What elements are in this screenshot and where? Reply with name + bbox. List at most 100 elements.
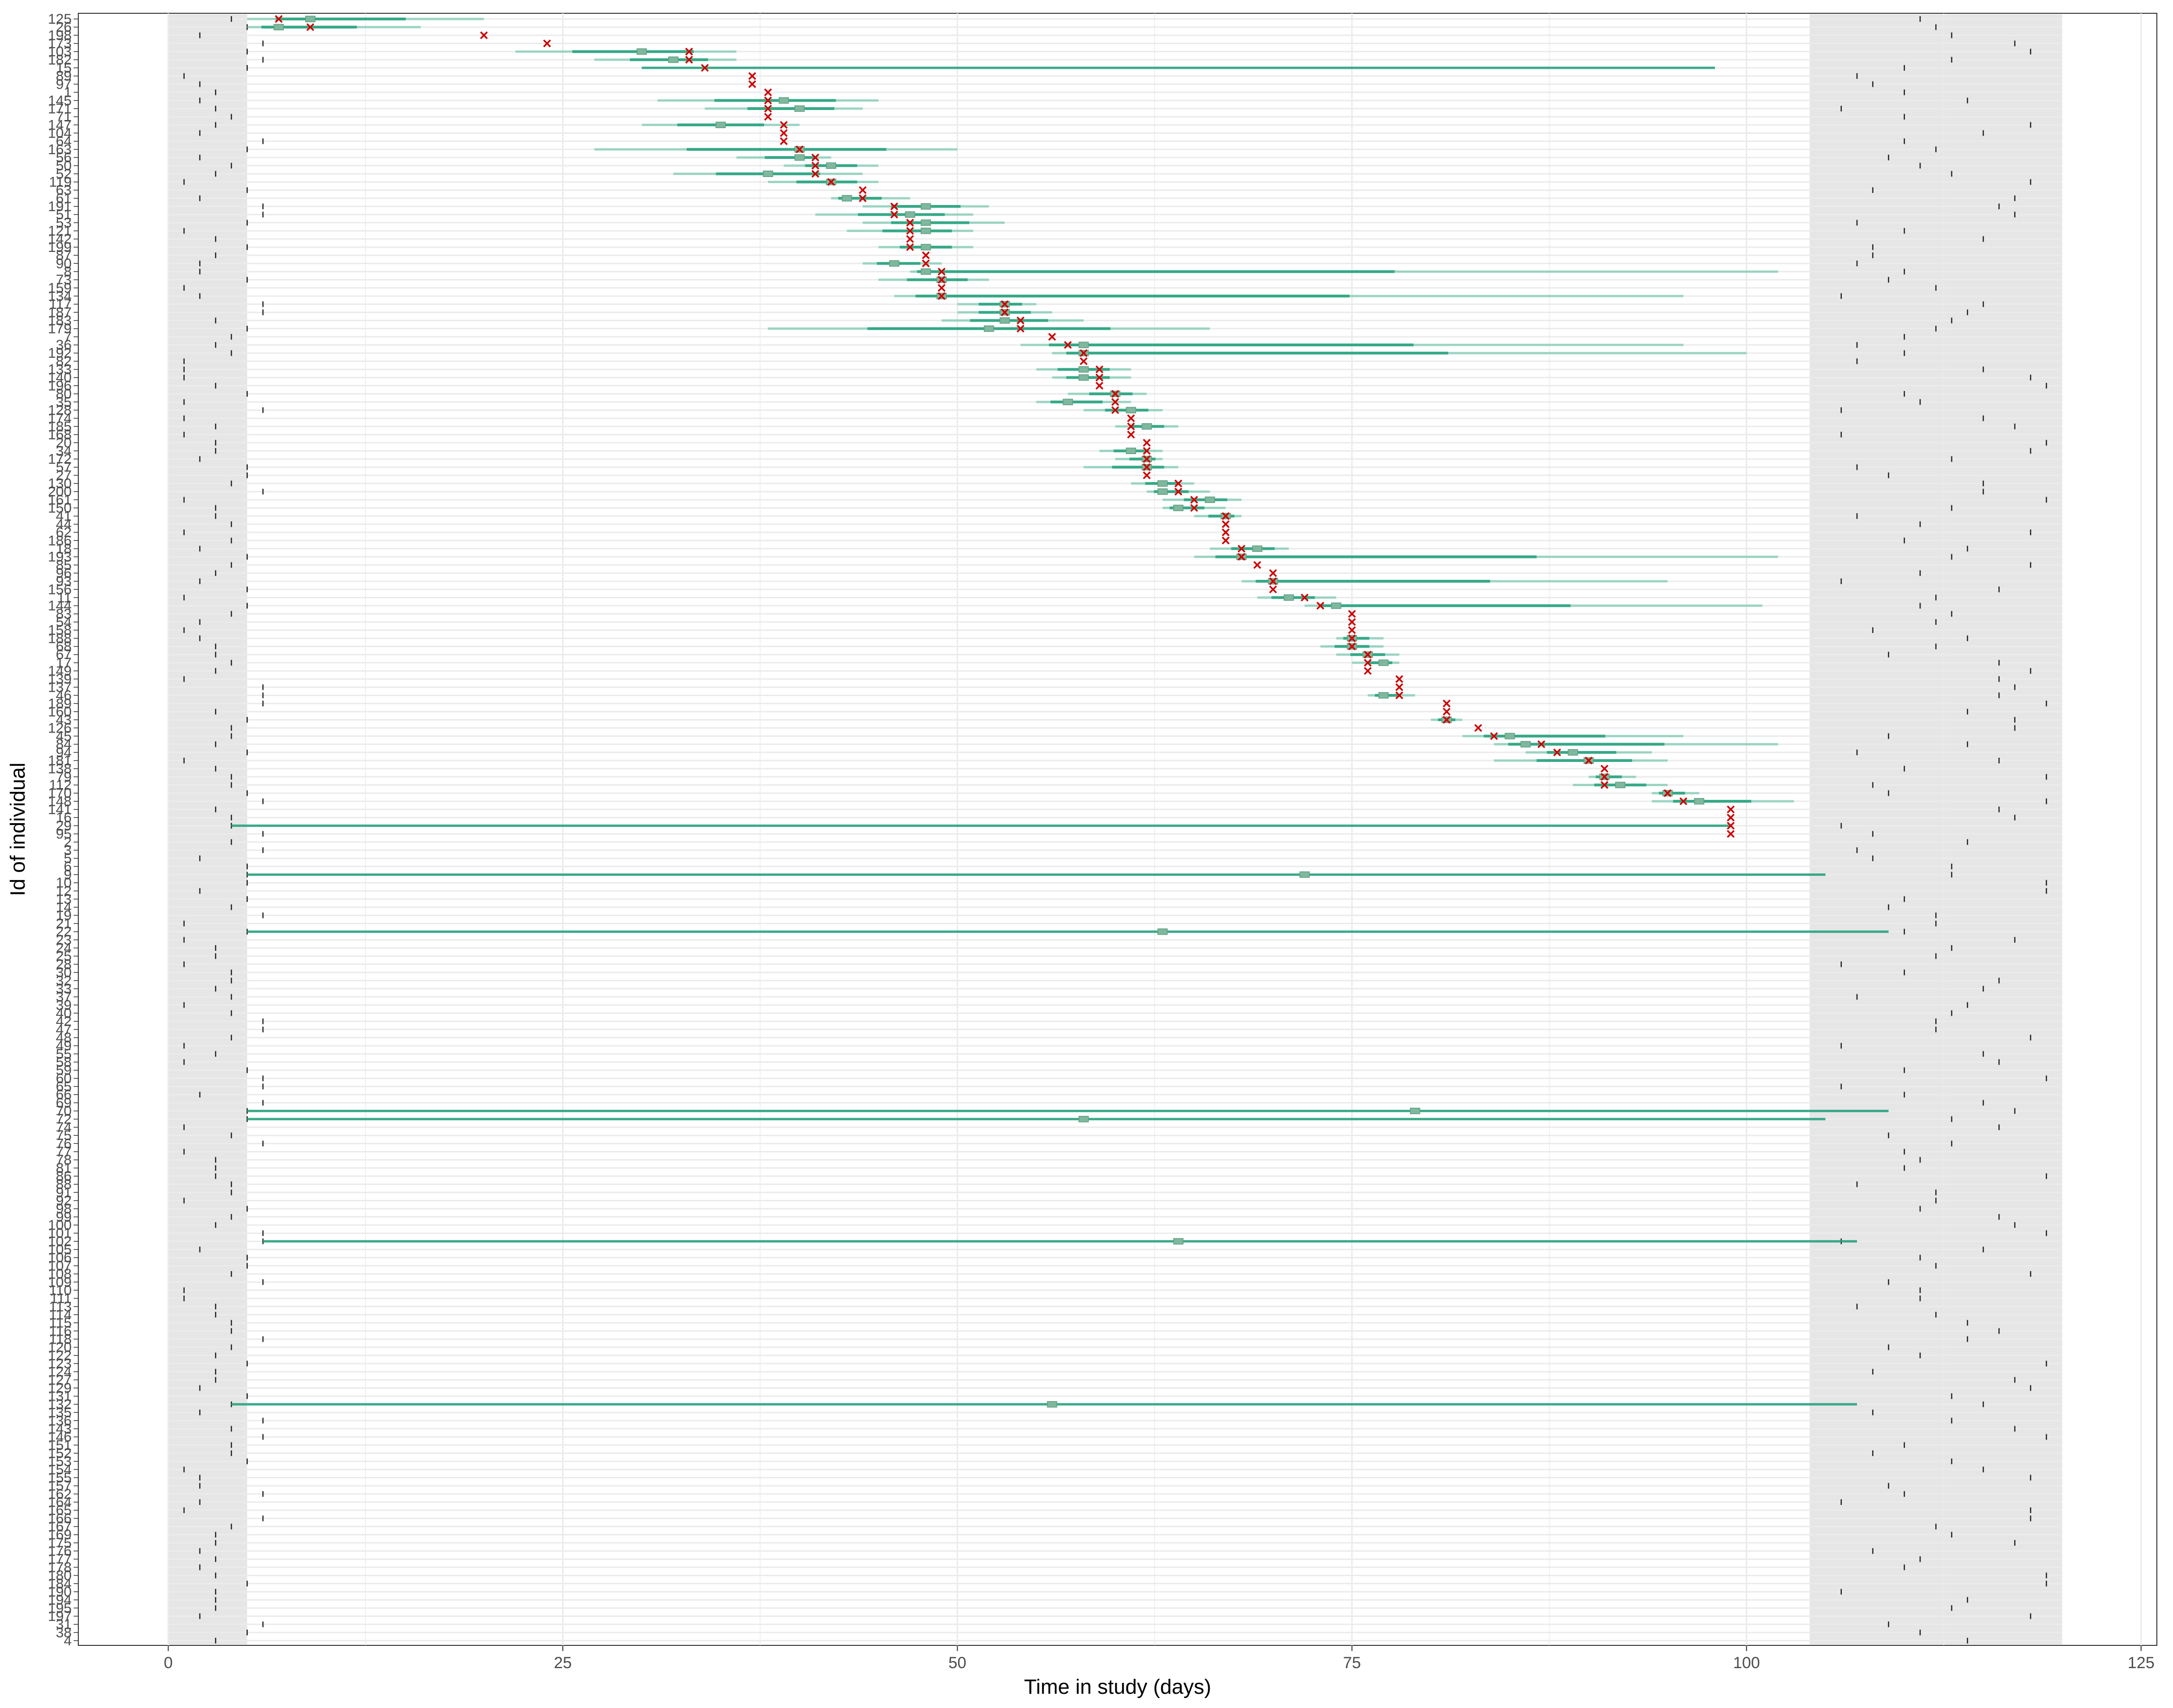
y-axis-tick-label: 39: [56, 997, 72, 1013]
event-marker-stroke: [1269, 585, 1277, 594]
event-marker: [1474, 724, 1483, 732]
y-axis-tick-label: 45: [56, 728, 72, 744]
y-axis-tick-label: 46: [56, 688, 72, 704]
y-axis-tick-label: 92: [56, 1193, 72, 1209]
y-axis-tick-label: 58: [56, 1055, 72, 1070]
event-marker: [1600, 781, 1609, 789]
y-axis-tick-label: 126: [48, 720, 72, 736]
event-marker-stroke: [1237, 553, 1246, 561]
estimate-marker: [1410, 1107, 1420, 1114]
event-marker: [1443, 699, 1451, 708]
event-marker-stroke: [1127, 422, 1135, 431]
y-axis-tick-label: 135: [48, 1405, 72, 1420]
event-marker: [858, 186, 867, 194]
y-axis-tick-label: 70: [56, 1104, 72, 1119]
estimate-marker: [1284, 594, 1294, 601]
event-marker-stroke: [1269, 577, 1277, 585]
event-marker: [780, 137, 788, 145]
y-axis-tick-label: 85: [56, 557, 72, 573]
event-marker-stroke: [937, 292, 946, 300]
event-marker: [1726, 822, 1735, 830]
y-axis-tick-label: 31: [56, 1617, 72, 1633]
estimate-marker: [826, 162, 837, 169]
event-marker: [780, 129, 788, 137]
estimate-marker: [1252, 545, 1263, 552]
y-axis-tick-label: 108: [48, 1266, 72, 1282]
y-axis-tick-label: 48: [56, 1030, 72, 1046]
event-marker-stroke: [1348, 642, 1356, 650]
event-marker: [685, 56, 693, 64]
y-axis-tick-label: 199: [48, 240, 72, 255]
event-marker: [1174, 479, 1183, 488]
event-marker: [1237, 545, 1246, 553]
event-marker: [827, 178, 835, 186]
y-axis-tick-label: 19: [56, 908, 72, 923]
y-axis-tick-label: 9: [64, 867, 72, 882]
event-marker-stroke: [764, 112, 772, 121]
x-axis-tick-label: 75: [1343, 1654, 1361, 1672]
event-marker: [1395, 691, 1403, 699]
y-axis-tick-label: 120: [48, 1340, 72, 1355]
event-marker-stroke: [1111, 390, 1119, 398]
event-marker: [906, 235, 914, 243]
event-marker-stroke: [685, 56, 693, 64]
event-marker-stroke: [1017, 325, 1025, 333]
y-axis-tick-label: 132: [48, 1397, 72, 1412]
y-axis-tick-label: 123: [48, 1356, 72, 1372]
y-axis-tick-label: 25: [56, 948, 72, 964]
y-axis-tick-label: 189: [48, 696, 72, 712]
event-marker: [1095, 373, 1103, 381]
y-axis-tick-label: 1: [64, 85, 72, 101]
y-axis-tick-label: 159: [48, 280, 72, 296]
event-marker-stroke: [1048, 333, 1056, 341]
y-axis-tick-label: 136: [48, 1413, 72, 1429]
event-marker: [1348, 626, 1356, 634]
y-axis-tick-label: 161: [48, 492, 72, 508]
estimate-marker: [1126, 447, 1137, 455]
event-marker: [685, 47, 693, 56]
event-marker-stroke: [1348, 618, 1356, 626]
event-marker-stroke: [1111, 398, 1119, 406]
y-axis-tick-label: 187: [48, 305, 72, 320]
y-axis-tick-label: 82: [56, 353, 72, 369]
event-marker: [890, 210, 898, 219]
y-axis-tick-label: 145: [48, 93, 72, 109]
event-marker: [1600, 773, 1609, 781]
estimate-marker: [763, 170, 774, 177]
y-axis-tick-label: 34: [56, 443, 72, 459]
y-axis-tick-label: 167: [48, 1519, 72, 1535]
event-marker: [1080, 357, 1088, 365]
event-marker-stroke: [1537, 740, 1546, 748]
gridlines: [168, 13, 2142, 1645]
y-axis-tick-label: 77: [56, 1144, 72, 1160]
y-axis-tick-label: 23: [56, 932, 72, 948]
event-marker: [764, 88, 772, 96]
estimate-marker: [636, 48, 647, 55]
event-marker-stroke: [1253, 561, 1261, 569]
event-marker-stroke: [1222, 512, 1230, 520]
y-axis-tick-label: 175: [48, 1535, 72, 1551]
y-axis-tick-label: 29: [56, 818, 72, 834]
event-marker-stroke: [811, 161, 820, 170]
event-marker-stroke: [1726, 805, 1735, 814]
y-axis-tick-label: 128: [48, 402, 72, 418]
event-marker: [1726, 830, 1735, 838]
estimate-marker: [1520, 741, 1531, 748]
event-marker-stroke: [1363, 650, 1372, 659]
event-marker: [1726, 805, 1735, 814]
event-marker: [1316, 602, 1324, 610]
event-marker: [1048, 333, 1056, 341]
y-axis-tick-label: 65: [56, 1079, 72, 1095]
y-axis-tick-label: 36: [56, 337, 72, 353]
event-marker-stroke: [906, 227, 914, 235]
y-axis-tick-label: 172: [48, 451, 72, 467]
event-marker: [1269, 577, 1277, 585]
event-marker-stroke: [1000, 308, 1009, 316]
y-axis-tick-label: 68: [56, 639, 72, 655]
y-axis-tick-label: 184: [48, 1576, 72, 1592]
estimate-marker: [1157, 480, 1168, 487]
y-axis-tick-label: 100: [48, 1217, 72, 1233]
y-axis-tick-label: 37: [56, 989, 72, 1005]
y-axis-tick-label: 35: [56, 394, 72, 410]
event-marker: [858, 194, 867, 203]
